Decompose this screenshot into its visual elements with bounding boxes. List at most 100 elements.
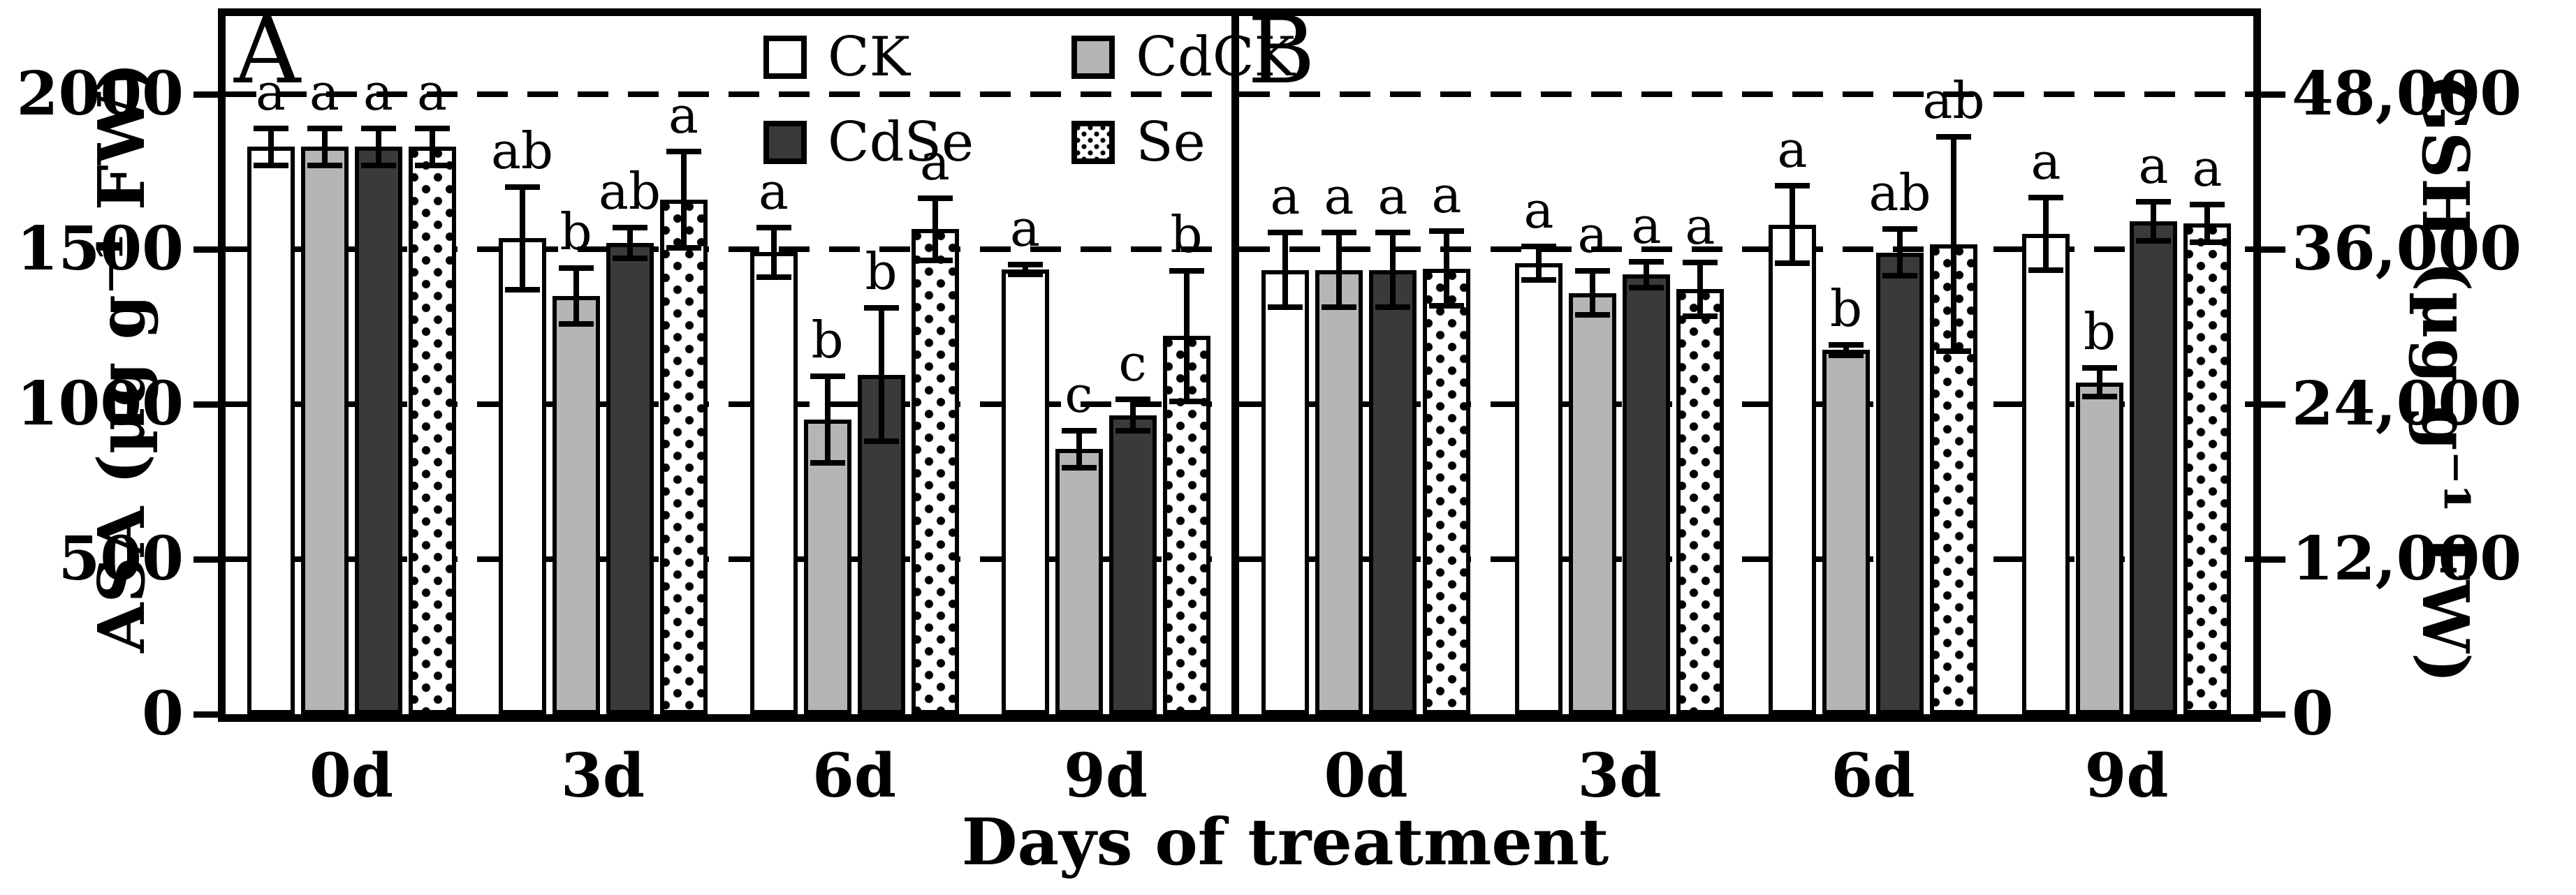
bar-Se-3d [659,199,708,714]
bar-CdCK-9d [1055,449,1103,714]
error-bar-CK-3d [1536,246,1542,281]
y-tick-label: 2000 [16,59,184,129]
legend-item-ck: CK [763,30,974,84]
x-tick-label-9d-panel-A: 9d [1064,741,1148,811]
error-bar-CdCK-0d [321,128,328,166]
error-bar-CdSe-9d [2151,202,2156,241]
error-bar-Se-3d [1697,262,1703,317]
y-axis-tick [2261,246,2285,253]
significance-letter-CdSe-6d: b [865,242,898,302]
error-bar-cap [2190,239,2225,245]
bar-CdSe-9d [2130,221,2177,714]
error-bar-cap [2028,195,2063,200]
significance-letter-Se-9d: b [1170,205,1203,265]
legend-swatch-cdck-icon [1071,36,1115,79]
error-bar-cap [1115,427,1150,434]
error-bar-cap [1629,284,1664,290]
x-tick-label-6d-panel-B: 6d [1831,741,1915,811]
bar-CK-0d [1261,269,1309,714]
bar-CdCK-9d [2076,382,2123,714]
error-bar-cap [360,125,396,131]
error-bar-cap [1829,352,1864,358]
error-bar-CdSe-3d [627,227,633,259]
error-bar-CK-9d [2043,198,2049,270]
error-bar-cap [1007,262,1043,268]
error-bar-cap [612,256,647,262]
error-bar-cap [307,125,342,131]
bar-CdSe-0d [1369,269,1417,714]
error-bar-cap [307,163,342,169]
error-bar-cap [1429,303,1464,309]
y-tick-label: 24,000 [2292,369,2522,439]
error-bar-cap [810,460,845,466]
error-bar-Se-6d [1951,137,1956,352]
error-bar-CK-9d [1022,265,1028,274]
error-bar-cap [1268,304,1303,311]
x-tick-label-0d-panel-A: 0d [309,741,393,811]
y-axis-tick [193,91,218,98]
error-bar-cap [1169,398,1204,404]
error-bar-Se-3d [680,151,687,248]
error-bar-cap [756,274,791,280]
gridline-2000 [226,91,1231,97]
error-bar-cap [1268,229,1303,235]
significance-letter-Se-6d: a [920,132,950,191]
bar-CdCK-0d [1315,269,1363,714]
y-tick-label: 48,000 [2292,59,2522,129]
x-tick-label-6d-panel-A: 6d [812,741,896,811]
significance-letter-CK-6d: a [759,161,789,221]
error-bar-CK-0d [268,128,274,166]
error-bar-cap [666,149,701,155]
bar-CK-0d [247,147,295,714]
legend-label-ck: CK [828,26,910,89]
error-bar-cap [558,320,594,327]
legend-item-se: Se [1071,115,1295,170]
gridline-1500 [226,246,1231,252]
significance-letter-CdSe-3d: ab [598,161,661,221]
x-tick-label-3d-panel-A: 3d [561,741,645,811]
legend-swatch-se-icon [1071,121,1115,164]
error-bar-CK-3d [519,187,525,290]
error-bar-cap [1936,134,1971,140]
bar-CK-9d [1001,269,1049,714]
error-bar-cap [360,163,396,169]
error-bar-CdCK-9d [1076,430,1082,468]
y-tick-label: 1000 [16,369,184,439]
error-bar-CdCK-6d [1843,344,1849,355]
significance-letter-Se-6d: ab [1922,71,1985,131]
error-bar-cap [863,305,899,311]
significance-letter-Se-0d: a [1431,165,1462,225]
error-bar-cap [1575,312,1610,318]
error-bar-cap [2190,202,2225,208]
panel-a-label: A [234,0,301,105]
x-axis-title: Days of treatment [961,804,1609,880]
panel-b-label: B [1247,0,1316,105]
error-bar-cap [612,224,647,230]
error-bar-cap [414,163,450,169]
error-bar-cap [504,184,540,191]
x-tick-label-9d-panel-B: 9d [2084,741,2169,811]
y-tick-label: 0 [2292,679,2334,749]
gridline-12,000 [1239,556,2253,562]
significance-letter-CK-9d: a [2030,132,2061,191]
bar-CdSe-6d [1876,252,1924,714]
bar-Se-3d [1676,289,1724,714]
bar-CdSe-3d [1623,274,1670,714]
error-bar-cap [1375,304,1410,311]
error-bar-cap [1683,313,1718,320]
error-bar-CK-6d [1790,186,1795,264]
error-bar-cap [2082,393,2117,399]
y-axis-tick [2261,401,2285,408]
bar-Se-0d [408,147,456,714]
significance-letter-CK-0d: a [256,62,286,121]
error-bar-cap [2136,199,2171,205]
error-bar-cap [1322,229,1356,235]
error-bar-CdCK-6d [824,376,830,464]
error-bar-cap [1775,260,1810,267]
error-bar-CdSe-6d [1897,229,1903,276]
significance-letter-CdCK-6d: b [1829,279,1863,338]
gridline-24,000 [1239,401,2253,407]
significance-letter-Se-3d: a [668,86,698,145]
error-bar-cap [1629,258,1664,265]
